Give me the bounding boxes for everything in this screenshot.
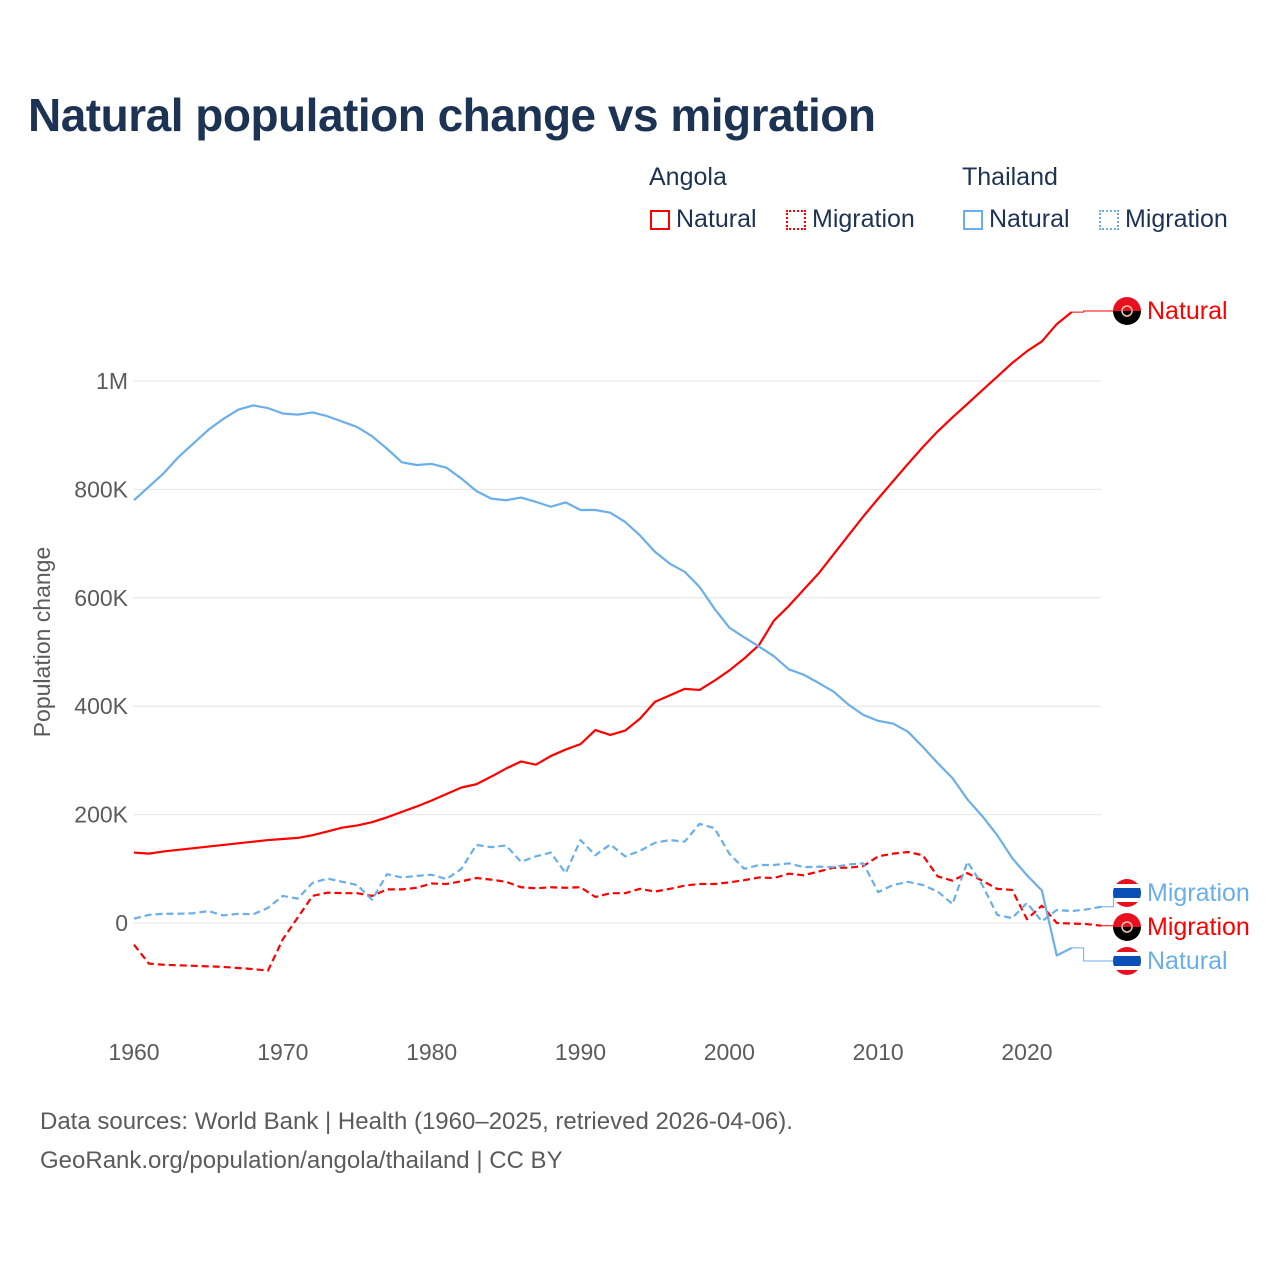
y-axis-label: Population change bbox=[29, 547, 55, 738]
label-connector bbox=[1071, 310, 1113, 313]
legend-group-angola: Angola bbox=[649, 163, 727, 191]
y-tick-label: 400K bbox=[74, 693, 128, 719]
flag-body bbox=[1113, 879, 1141, 907]
series-line-thailand-natural bbox=[133, 404, 1073, 957]
flag-body bbox=[1113, 297, 1141, 325]
legend-swatch bbox=[1099, 209, 1119, 230]
chart-title: Natural population change vs migration bbox=[28, 89, 876, 141]
footer-source: Data sources: World Bank | Health (1960–… bbox=[40, 1108, 793, 1135]
series-line-angola-natural bbox=[133, 311, 1073, 855]
y-tick-label: 0 bbox=[115, 910, 128, 936]
angola-flag-icon bbox=[1113, 297, 1141, 325]
x-tick-label: 1970 bbox=[257, 1039, 308, 1065]
series-end-label: Migration bbox=[1147, 913, 1250, 941]
x-tick-label: 1980 bbox=[406, 1039, 457, 1065]
flag-stripe bbox=[1113, 927, 1141, 941]
y-tick-label: 1M bbox=[96, 368, 128, 394]
label-connector bbox=[1101, 925, 1114, 928]
y-tick-label: 600K bbox=[74, 585, 128, 611]
series-end-label: Migration bbox=[1147, 879, 1250, 907]
x-tick-label: 1960 bbox=[108, 1039, 159, 1065]
legend-swatch bbox=[650, 209, 670, 230]
thailand-flag-icon bbox=[1113, 947, 1141, 975]
legend-label: Migration bbox=[1125, 205, 1228, 233]
flag-stripe bbox=[1113, 913, 1141, 927]
footer-credit: GeoRank.org/population/angola/thailand |… bbox=[40, 1147, 563, 1174]
legend-label: Migration bbox=[812, 205, 915, 233]
legend-thailand-natural[interactable]: Natural bbox=[963, 205, 1070, 234]
series-line-angola-migration bbox=[133, 850, 1102, 972]
flag-emblem bbox=[1121, 921, 1133, 933]
label-connector bbox=[1101, 892, 1114, 908]
flag-emblem bbox=[1121, 305, 1133, 317]
flag-body bbox=[1113, 947, 1141, 975]
x-tick-label: 2000 bbox=[704, 1039, 755, 1065]
series-end-label: Natural bbox=[1147, 297, 1228, 325]
legend-swatch bbox=[786, 209, 806, 230]
legend-thailand-migration[interactable]: Migration bbox=[1099, 205, 1228, 234]
series-end-label: Natural bbox=[1147, 947, 1228, 975]
legend-label: Natural bbox=[989, 205, 1070, 233]
x-tick-label: 1990 bbox=[555, 1039, 606, 1065]
legend-label: Natural bbox=[676, 205, 757, 233]
flag-body bbox=[1113, 913, 1141, 941]
x-tick-label: 2010 bbox=[853, 1039, 904, 1065]
legend-angola-migration[interactable]: Migration bbox=[786, 205, 915, 234]
label-connector bbox=[1071, 947, 1113, 962]
series-line-thailand-migration bbox=[133, 822, 1102, 923]
legend-swatch bbox=[963, 209, 983, 230]
angola-flag-icon bbox=[1113, 913, 1141, 941]
flag-stripe bbox=[1113, 956, 1141, 966]
flag-stripe bbox=[1113, 297, 1141, 311]
legend-angola-natural[interactable]: Natural bbox=[650, 205, 757, 234]
legend-group-thailand: Thailand bbox=[962, 163, 1058, 191]
y-tick-label: 200K bbox=[74, 802, 128, 828]
flag-stripe bbox=[1113, 888, 1141, 898]
flag-stripe bbox=[1113, 311, 1141, 325]
y-tick-label: 800K bbox=[74, 476, 128, 502]
thailand-flag-icon bbox=[1113, 879, 1141, 907]
x-tick-label: 2020 bbox=[1001, 1039, 1052, 1065]
